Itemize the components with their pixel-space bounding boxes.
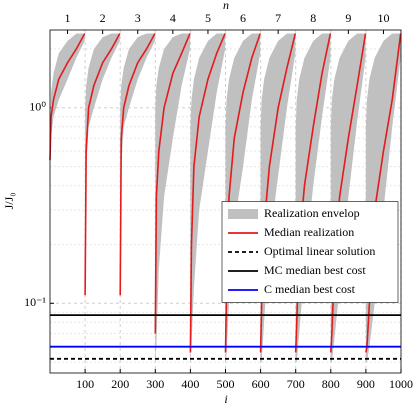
x-tick-label: 400 [181, 377, 199, 391]
x-axis-label: i [224, 392, 227, 406]
legend-swatch [228, 209, 258, 219]
x-tick-label: 700 [287, 377, 305, 391]
x2-tick-label: 5 [205, 11, 211, 25]
x-tick-label: 500 [217, 377, 235, 391]
x2-tick-label: 7 [275, 11, 281, 25]
x2-tick-label: 6 [240, 11, 246, 25]
x2-tick-label: 9 [345, 11, 351, 25]
legend: Realization envelop Median realization Opt… [221, 201, 399, 303]
x2-tick-label: 4 [170, 11, 176, 25]
y-axis-label: J/J₀ [2, 193, 16, 210]
x-tick-label: 200 [111, 377, 129, 391]
x2-tick-label: 1 [65, 11, 71, 25]
x-tick-label: 100 [76, 377, 94, 391]
x2-tick-label: 8 [310, 11, 316, 25]
x2-tick-label: 10 [377, 11, 389, 25]
x-tick-label: 300 [146, 377, 164, 391]
y-tick-label: 10⁰ [29, 100, 46, 114]
median-line [49, 33, 402, 353]
legend-label: Optimal linear solution [264, 244, 375, 258]
x-tick-label: 600 [252, 377, 270, 391]
x-tick-label: 900 [357, 377, 375, 391]
x-tick-label: 1000 [389, 377, 413, 391]
legend-label: MC median best cost [264, 263, 366, 277]
legend-label: Realization envelop [264, 206, 360, 220]
y-tick-label: 10⁻¹ [24, 295, 46, 309]
x2-tick-label: 2 [100, 11, 106, 25]
x2-tick-label: 3 [135, 11, 141, 25]
legend-label: Median realization [264, 225, 354, 239]
envelope [50, 33, 401, 363]
x-tick-label: 800 [322, 377, 340, 391]
plot-frame [49, 29, 402, 374]
legend-label: C median best cost [264, 282, 356, 296]
x2-axis-label: n [223, 0, 229, 12]
